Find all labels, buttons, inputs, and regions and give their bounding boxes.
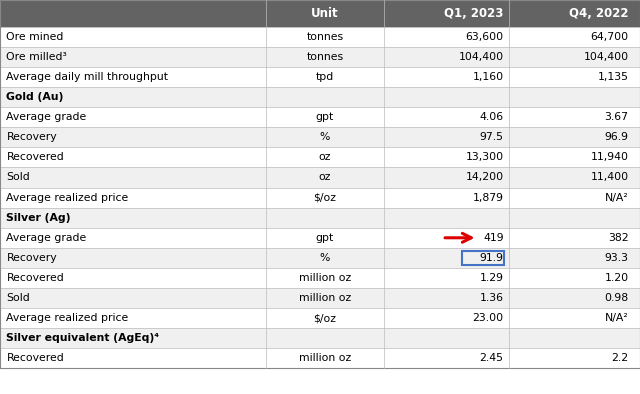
Text: 1,160: 1,160 [472, 72, 504, 82]
Text: Ore mined: Ore mined [6, 32, 64, 42]
Bar [0, 288, 640, 308]
Text: Recovered: Recovered [6, 273, 64, 283]
Bar [0, 27, 640, 47]
Bar [0, 248, 640, 268]
Text: 104,400: 104,400 [583, 52, 628, 62]
Text: Ore milled³: Ore milled³ [6, 52, 67, 62]
Text: Q1, 2023: Q1, 2023 [444, 7, 504, 20]
Text: N/A²: N/A² [605, 193, 628, 203]
Text: oz: oz [319, 152, 331, 162]
Text: %: % [319, 132, 330, 142]
Text: 4.06: 4.06 [479, 112, 504, 122]
Text: $/oz: $/oz [314, 193, 336, 203]
Text: 1,135: 1,135 [598, 72, 628, 82]
Text: Silver equivalent (AgEq)⁴: Silver equivalent (AgEq)⁴ [6, 333, 159, 343]
Bar [0, 147, 640, 167]
Text: 382: 382 [608, 233, 628, 243]
Bar [0, 188, 640, 208]
Text: 13,300: 13,300 [465, 152, 504, 162]
Text: million oz: million oz [299, 273, 351, 283]
Text: million oz: million oz [299, 353, 351, 363]
Text: Recovery: Recovery [6, 253, 57, 263]
Text: gpt: gpt [316, 233, 334, 243]
Text: Sold: Sold [6, 293, 30, 303]
Text: 23.00: 23.00 [472, 313, 504, 323]
Text: tpd: tpd [316, 72, 334, 82]
Text: Average daily mill throughput: Average daily mill throughput [6, 72, 168, 82]
Text: oz: oz [319, 173, 331, 182]
Text: 2.45: 2.45 [480, 353, 504, 363]
Text: 93.3: 93.3 [605, 253, 628, 263]
Text: Sold: Sold [6, 173, 30, 182]
Text: tonnes: tonnes [306, 52, 344, 62]
Bar [0, 228, 640, 248]
Bar [0, 328, 640, 348]
Text: Average grade: Average grade [6, 112, 86, 122]
Bar [0, 308, 640, 328]
Text: 2.2: 2.2 [611, 353, 628, 363]
Text: 91.9: 91.9 [480, 253, 504, 263]
Text: Recovered: Recovered [6, 152, 64, 162]
Bar [0, 348, 640, 368]
Bar [0, 268, 640, 288]
Text: Average grade: Average grade [6, 233, 86, 243]
Text: million oz: million oz [299, 293, 351, 303]
Bar [0, 87, 640, 107]
Bar [0, 208, 640, 228]
Text: Unit: Unit [311, 7, 339, 20]
Text: 1,879: 1,879 [473, 193, 504, 203]
Text: Average realized price: Average realized price [6, 313, 129, 323]
Text: Recovery: Recovery [6, 132, 57, 142]
Text: Average realized price: Average realized price [6, 193, 129, 203]
Text: 97.5: 97.5 [480, 132, 504, 142]
Text: 1.29: 1.29 [480, 273, 504, 283]
Text: Recovered: Recovered [6, 353, 64, 363]
Text: 11,400: 11,400 [590, 173, 628, 182]
Text: 64,700: 64,700 [590, 32, 628, 42]
Bar [0, 67, 640, 87]
Text: N/A²: N/A² [605, 313, 628, 323]
Bar [0, 167, 640, 188]
Text: 104,400: 104,400 [458, 52, 504, 62]
Text: $/oz: $/oz [314, 313, 336, 323]
Text: %: % [319, 253, 330, 263]
Text: gpt: gpt [316, 112, 334, 122]
Bar [0, 107, 640, 127]
Text: Silver (Ag): Silver (Ag) [6, 213, 71, 223]
Text: tonnes: tonnes [306, 32, 344, 42]
Text: Gold (Au): Gold (Au) [6, 92, 64, 102]
Text: Q4, 2022: Q4, 2022 [569, 7, 628, 20]
Text: 11,940: 11,940 [591, 152, 628, 162]
Text: 3.67: 3.67 [605, 112, 628, 122]
Text: 419: 419 [483, 233, 504, 243]
Text: 1.36: 1.36 [480, 293, 504, 303]
Text: 14,200: 14,200 [465, 173, 504, 182]
Bar [0, 47, 640, 67]
Text: 63,600: 63,600 [465, 32, 504, 42]
Text: 0.98: 0.98 [604, 293, 628, 303]
Bar [0, 127, 640, 147]
Bar [0, 0, 640, 27]
Text: 96.9: 96.9 [605, 132, 628, 142]
Text: 1.20: 1.20 [604, 273, 628, 283]
